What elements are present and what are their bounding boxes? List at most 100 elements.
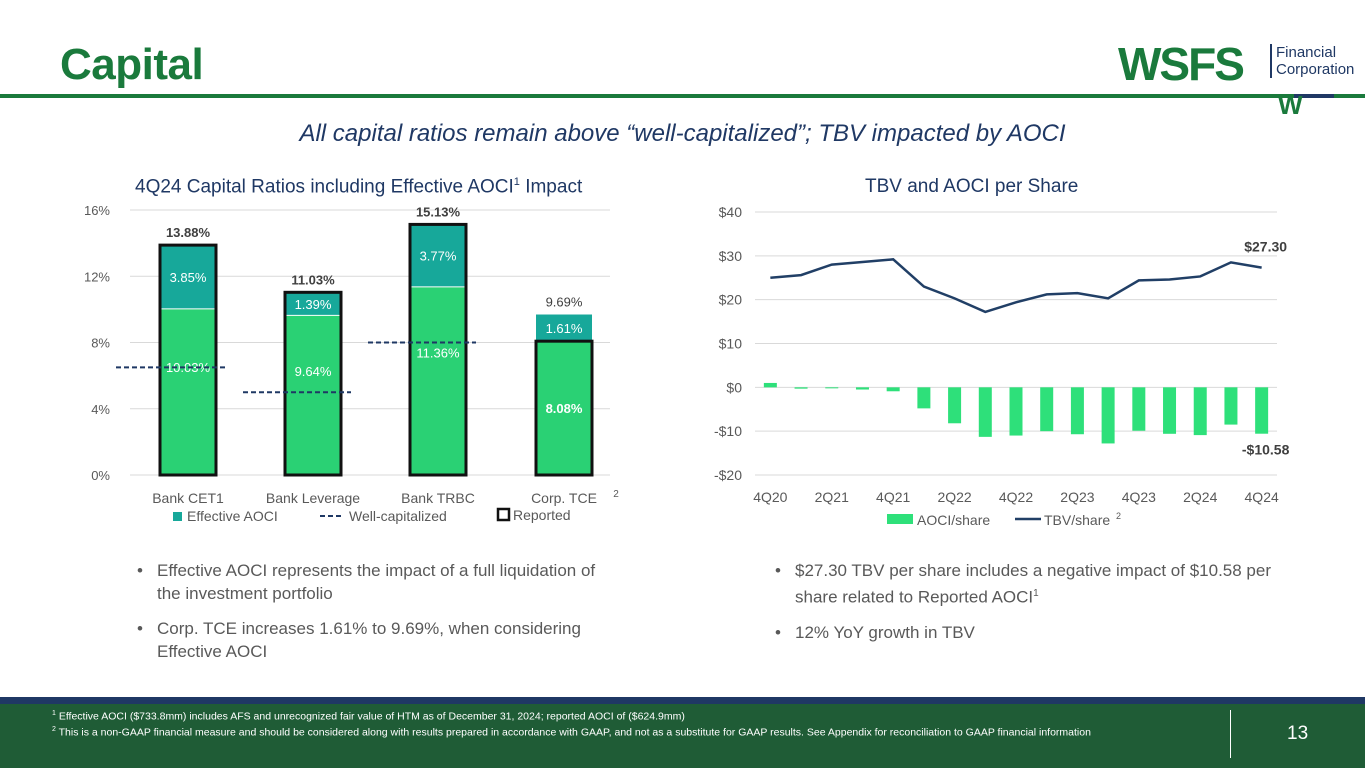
y-tick-label: $0 <box>726 379 742 395</box>
reported-outline <box>408 222 468 477</box>
footnote-2-sup: 2 <box>52 726 56 733</box>
y-tick-label: -$20 <box>714 467 742 483</box>
data-annotation: $27.30 <box>1244 239 1287 255</box>
x-category-label: Bank Leverage <box>266 490 360 506</box>
aoci-bar <box>1070 387 1084 435</box>
aoci-bar <box>1040 387 1054 432</box>
legend-effective-aoci-swatch <box>173 512 182 521</box>
x-tick-label: 4Q24 <box>1245 489 1279 505</box>
effective-aoci-bar <box>285 292 341 316</box>
aoci-bar <box>1193 387 1207 436</box>
effective-aoci-label: 1.61% <box>546 321 583 336</box>
y-tick-label: $20 <box>719 292 743 308</box>
left-chart-title-sup: 1 <box>513 176 520 188</box>
reported-bar <box>410 286 466 475</box>
legend-tbv-sup: 2 <box>1116 511 1121 521</box>
slide-subtitle: All capital ratios remain above “well-ca… <box>299 120 1066 147</box>
footnote-1-sup: 1 <box>52 710 56 717</box>
left-chart-title: 4Q24 Capital Ratios including Effective … <box>135 176 582 198</box>
right-bullet-1-sup: 1 <box>1033 588 1039 599</box>
x-tick-label: 2Q24 <box>1183 489 1217 505</box>
x-category-label: Corp. TCE <box>531 490 597 506</box>
aoci-bar <box>1163 387 1177 434</box>
x-tick-label: 2Q22 <box>937 489 971 505</box>
right-bullets: $27.30 TBV per share includes a negative… <box>775 559 1295 656</box>
reported-outline <box>534 339 594 477</box>
tbv-aoci-chart: -$20 -$10 $0 $10 $20 $30 $40 4Q20 2Q21 4Q21 2Q22 4Q… <box>714 204 1290 528</box>
effective-aoci-bar <box>160 245 216 309</box>
footer-divider <box>1230 710 1231 758</box>
effective-aoci-bar <box>536 314 592 342</box>
effective-aoci-bar <box>410 224 466 287</box>
y-tick-label: 4% <box>91 402 110 417</box>
effective-aoci-label: 1.39% <box>295 297 332 312</box>
y-tick-label: $30 <box>719 248 743 264</box>
left-bullet-1: Effective AOCI represents the impact of … <box>137 559 617 605</box>
right-bullet-1-text: $27.30 TBV per share includes a negative… <box>795 561 1271 607</box>
aoci-bar <box>1255 387 1269 434</box>
legend-aoci-swatch <box>887 514 913 524</box>
reported-label: 9.64% <box>295 364 332 379</box>
data-annotation: -$10.58 <box>1242 442 1290 458</box>
x-tick-label: 4Q21 <box>876 489 910 505</box>
reported-outline <box>283 290 343 477</box>
legend-reported-label: Reported <box>513 507 571 523</box>
reported-outline <box>158 243 218 477</box>
aoci-bar <box>886 387 900 392</box>
capital-ratios-chart: 0%4%8%12%16%10.03%3.85%13.88%Bank CET19.… <box>84 203 619 524</box>
x-tick-label: 4Q20 <box>753 489 787 505</box>
wsfs-logo: WSFS Financial Corporation W <box>1118 40 1358 120</box>
reported-bar <box>285 315 341 475</box>
left-bullet-2: Corp. TCE increases 1.61% to 9.69%, when… <box>137 617 617 663</box>
right-bullet-2: 12% YoY growth in TBV <box>775 621 1295 644</box>
legend-reported-swatch <box>496 507 511 522</box>
x-tick-label: 2Q23 <box>1060 489 1094 505</box>
footnote-2-text: This is a non-GAAP financial measure and… <box>55 726 1091 739</box>
logo-wordmark: WSFS <box>1118 38 1245 90</box>
footnote-1: 1 Effective AOCI ($733.8mm) includes AFS… <box>52 710 685 723</box>
right-bullet-1: $27.30 TBV per share includes a negative… <box>775 559 1295 609</box>
aoci-bar <box>825 387 839 389</box>
effective-aoci-label: 3.85% <box>170 270 207 285</box>
effective-aoci-label: 3.77% <box>420 249 457 264</box>
total-label: 13.88% <box>166 225 211 240</box>
aoci-bar <box>855 387 869 390</box>
logo-caption: Financial Corporation <box>1270 44 1354 78</box>
x-tick-label: 2Q21 <box>815 489 849 505</box>
reported-label: 11.36% <box>416 346 460 361</box>
logo-bar <box>1294 94 1334 98</box>
aoci-bar <box>917 387 931 409</box>
footer-band <box>0 697 1365 704</box>
footnote-2: 2 This is a non-GAAP financial measure a… <box>52 726 1091 739</box>
x-tick-label: 4Q22 <box>999 489 1033 505</box>
reported-bar <box>160 308 216 475</box>
legend-well-capitalized-label: Well-capitalized <box>349 508 447 524</box>
page-number: 13 <box>1287 723 1309 744</box>
aoci-bar <box>1224 387 1238 425</box>
x-tick-label: 4Q23 <box>1122 489 1156 505</box>
x-category-label: Bank TRBC <box>401 490 475 506</box>
legend-effective-aoci-label: Effective AOCI <box>187 508 278 524</box>
tbv-line <box>770 258 1262 314</box>
y-tick-label: 8% <box>91 336 110 351</box>
total-label: 11.03% <box>291 272 335 287</box>
total-label: 9.69% <box>546 295 583 310</box>
title-rule <box>0 94 1365 98</box>
y-tick-label: 0% <box>91 468 110 483</box>
legend-tbv-label: TBV/share <box>1044 512 1110 528</box>
x-category-sup: 2 <box>613 489 619 500</box>
aoci-bar <box>1132 387 1146 431</box>
y-tick-label: -$10 <box>714 423 742 439</box>
aoci-bar <box>794 387 808 389</box>
page-title: Capital <box>60 40 204 89</box>
logo-caption-line1: Financial <box>1276 44 1337 61</box>
y-tick-label: $40 <box>719 204 743 220</box>
left-bullets: Effective AOCI represents the impact of … <box>137 559 617 675</box>
aoci-bar <box>1101 387 1115 444</box>
y-tick-label: $10 <box>719 336 743 352</box>
aoci-bar <box>948 387 962 424</box>
logo-w-mark: W <box>1278 90 1303 120</box>
reported-label: 8.08% <box>546 401 583 416</box>
aoci-bar <box>978 387 992 437</box>
aoci-bar <box>1009 387 1023 436</box>
